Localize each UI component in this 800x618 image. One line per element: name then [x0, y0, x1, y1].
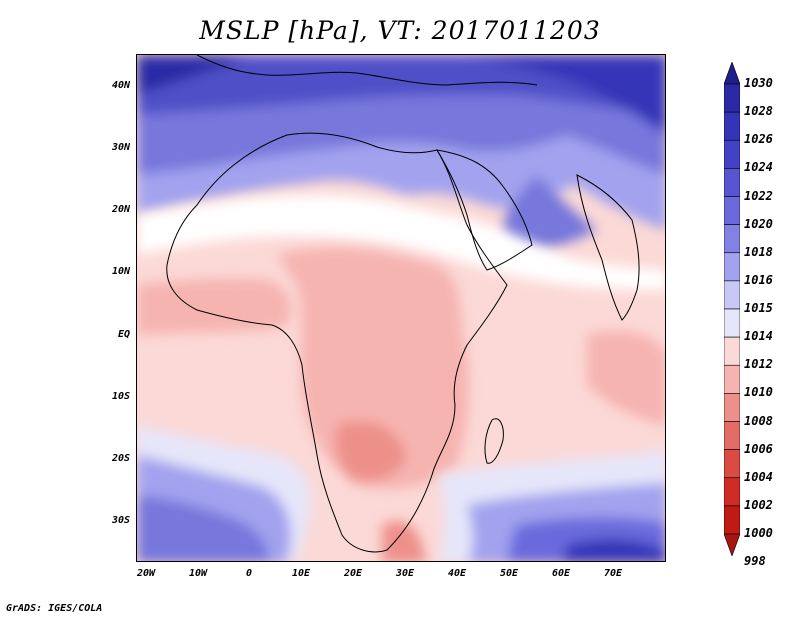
lat-label-20s: 20S — [111, 453, 130, 464]
colorbar-label-1010: 1010 — [744, 385, 773, 400]
colorbar-label-1028: 1028 — [744, 104, 773, 119]
lat-label-10n: 10N — [111, 266, 130, 277]
lon-label-50e: 50E — [499, 568, 519, 579]
pressure-map — [136, 54, 666, 562]
colorbar-label-998: 998 — [744, 554, 766, 569]
lon-label-10e: 10E — [291, 568, 311, 579]
coastlines — [166, 55, 640, 553]
colorbar-label-1000: 1000 — [744, 526, 773, 540]
colorbar-label-1008: 1008 — [744, 413, 773, 428]
colorbar-swatch-1006 — [723, 421, 741, 450]
colorbar-swatch-1018 — [723, 224, 741, 254]
colorbar-label-1024: 1024 — [744, 160, 773, 175]
colorbar-label-1012: 1012 — [744, 357, 773, 372]
colorbar-label-1026: 1026 — [744, 132, 773, 147]
africa-outline — [166, 132, 508, 553]
colorbar-label-1014: 1014 — [744, 329, 773, 344]
lon-label-60e: 60E — [551, 568, 571, 579]
colorbar-label-1002: 1002 — [744, 497, 773, 512]
colorbar-swatch-1028 — [723, 83, 741, 113]
lat-label-10s: 10S — [111, 391, 130, 402]
colorbar-swatch-1015 — [723, 280, 741, 310]
colorbar-label-1006: 1006 — [744, 441, 773, 456]
lat-label-30n: 30N — [111, 142, 130, 153]
colorbar-label-1015: 1015 — [744, 301, 773, 315]
lon-label-10w: 10W — [188, 568, 208, 579]
colorbar-label-1016: 1016 — [744, 272, 773, 287]
colorbar-swatch-1024 — [723, 139, 741, 169]
africa-low-pressure — [137, 247, 665, 561]
colorbar-label-1022: 1022 — [744, 188, 773, 203]
grads-credit: GrADS: IGES/COLA — [6, 603, 103, 614]
lat-label-40n: 40N — [111, 80, 130, 91]
arabia-outline — [436, 149, 533, 271]
north-high-pressure — [137, 55, 665, 250]
lon-label-40e: 40E — [447, 568, 467, 579]
colorbar-swatch-1012 — [723, 336, 741, 366]
colorbar-label-1018: 1018 — [744, 244, 773, 259]
madagascar-outline — [484, 418, 504, 464]
lon-label-0: 0 — [245, 568, 253, 579]
colorbar-swatch-1016 — [723, 252, 741, 282]
lon-label-30e: 30E — [395, 568, 415, 579]
india-outline — [576, 174, 640, 321]
colorbar-swatch-1010 — [723, 364, 741, 394]
colorbar — [723, 61, 741, 557]
colorbar-swatch-1022 — [723, 168, 741, 197]
colorbar-label-1004: 1004 — [744, 469, 773, 484]
colorbar-label-1030: 1030 — [744, 76, 773, 90]
colorbar-swatch-1030 — [723, 61, 741, 85]
lon-label-70e: 70E — [603, 568, 623, 579]
colorbar-label-1020: 1020 — [744, 216, 773, 231]
north-transition — [137, 195, 665, 290]
lat-label-30s: 30S — [111, 515, 130, 526]
colorbar-swatch-1004 — [723, 449, 741, 479]
colorbar-swatch-1002 — [723, 477, 741, 507]
south-high-pressure — [137, 425, 665, 561]
lon-label-20e: 20E — [343, 568, 363, 579]
colorbar-swatch-1014 — [723, 308, 741, 338]
lat-label-20n: 20N — [111, 204, 130, 215]
europe-coast — [196, 55, 538, 86]
map-title: MSLP [hPa], VT: 2017011203 — [199, 16, 601, 45]
colorbar-swatch-1020 — [723, 196, 741, 225]
colorbar-swatch-998 — [723, 533, 741, 557]
lat-label-eq: EQ — [117, 329, 130, 340]
colorbar-swatch-1000 — [723, 505, 741, 535]
colorbar-swatch-1026 — [723, 111, 741, 141]
colorbar-swatch-1008 — [723, 393, 741, 422]
lon-label-20w: 20W — [136, 568, 156, 579]
